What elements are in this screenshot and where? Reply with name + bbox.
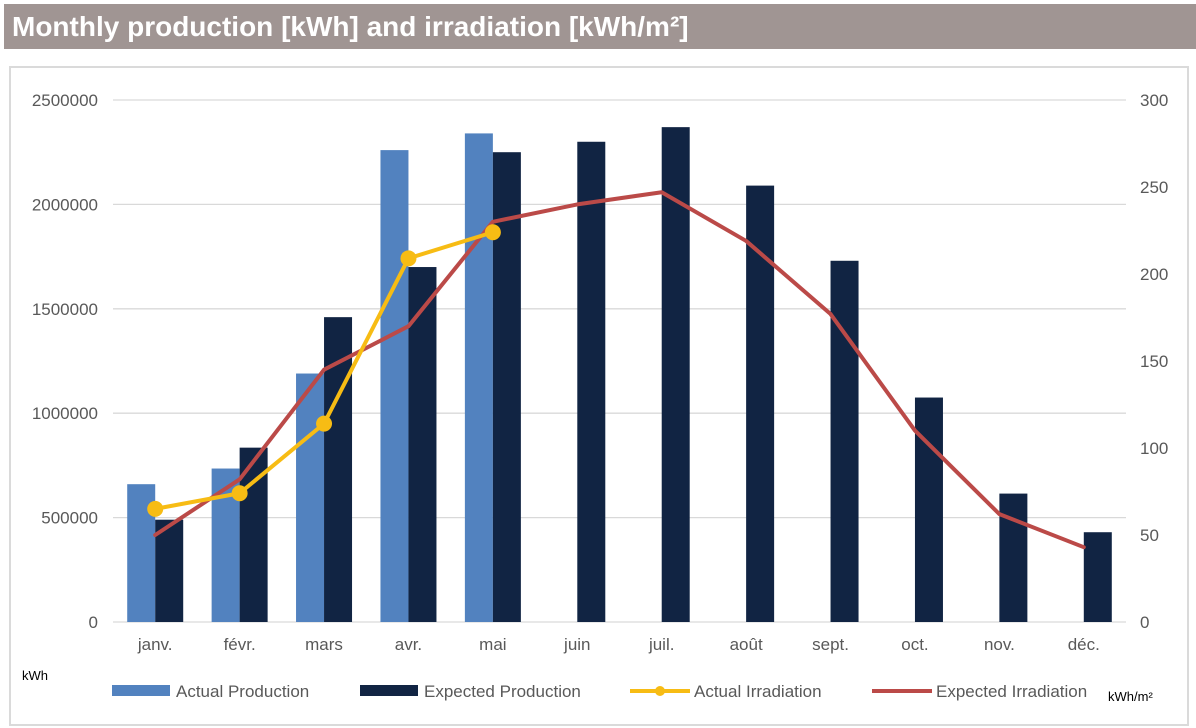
- legend-swatch: [112, 685, 170, 696]
- line-expected-irradiation: [153, 190, 1086, 550]
- bar-expected-production: [746, 185, 775, 622]
- y-right-tick-label: 50: [1140, 526, 1159, 545]
- y-right-tick-label: 200: [1140, 265, 1168, 284]
- x-tick-label: sept.: [812, 635, 849, 654]
- y-left-tick-label: 1500000: [32, 300, 98, 319]
- bar-expected-production: [999, 493, 1028, 622]
- legend-label: Expected Production: [424, 682, 581, 701]
- legend: Actual Production Expected Production Actu…: [112, 682, 1087, 701]
- legend-marker: [655, 686, 665, 696]
- x-tick-label: janv.: [137, 635, 173, 654]
- point-actual-irradiation: [400, 250, 417, 267]
- bars: [127, 127, 1112, 623]
- legend-label: Actual Production: [176, 682, 309, 701]
- bar-expected-production: [408, 267, 437, 622]
- bar-expected-production: [914, 397, 943, 622]
- bar-actual-production: [464, 133, 493, 622]
- x-tick-label: mai: [479, 635, 506, 654]
- bar-actual-production: [380, 150, 409, 622]
- y-left-tick-label: 500000: [41, 509, 98, 528]
- axes: 0 500000 1000000 1500000 2000000 2500000 0 50 10…: [22, 91, 1168, 704]
- y-right-tick-label: 300: [1140, 91, 1168, 110]
- chart-title: Monthly production [kWh] and irradiation…: [12, 11, 689, 42]
- point-actual-irradiation: [147, 500, 164, 517]
- y-right-tick-label: 250: [1140, 178, 1168, 197]
- x-tick-label: avr.: [395, 635, 422, 654]
- y-left-tick-label: 0: [89, 613, 98, 632]
- x-tick-label: févr.: [224, 635, 256, 654]
- x-tick-label: juil.: [648, 635, 675, 654]
- point-actual-irradiation: [316, 415, 333, 432]
- x-tick-label: déc.: [1068, 635, 1100, 654]
- bar-expected-production: [577, 141, 606, 622]
- legend-label: Actual Irradiation: [694, 682, 822, 701]
- x-tick-label: août: [730, 635, 763, 654]
- bar-expected-production: [830, 260, 859, 622]
- point-actual-irradiation: [484, 224, 501, 241]
- point-actual-irradiation: [231, 485, 248, 502]
- bar-expected-production: [239, 447, 268, 622]
- legend-swatch: [360, 685, 418, 696]
- bar-actual-production: [296, 373, 325, 622]
- bar-expected-production: [155, 519, 184, 622]
- title-bar: Monthly production [kWh] and irradiation…: [4, 4, 1196, 49]
- x-tick-label: nov.: [984, 635, 1015, 654]
- bar-expected-production: [661, 127, 690, 623]
- y-left-axis-label: kWh: [22, 668, 48, 683]
- chart-frame: [9, 66, 1189, 726]
- grid-lines: [113, 99, 1126, 623]
- y-right-tick-label: 0: [1140, 613, 1149, 632]
- bar-expected-production: [1083, 532, 1112, 622]
- y-left-tick-label: 2500000: [32, 91, 98, 110]
- lines: [147, 190, 1086, 550]
- y-left-tick-label: 1000000: [32, 404, 98, 423]
- x-tick-label: oct.: [901, 635, 928, 654]
- y-left-tick-label: 2000000: [32, 195, 98, 214]
- x-tick-label: juin: [563, 635, 590, 654]
- y-right-tick-label: 150: [1140, 352, 1168, 371]
- x-tick-label: mars: [305, 635, 343, 654]
- legend-label: Expected Irradiation: [936, 682, 1087, 701]
- y-right-tick-label: 100: [1140, 439, 1168, 458]
- y-right-axis-label: kWh/m²: [1108, 689, 1153, 704]
